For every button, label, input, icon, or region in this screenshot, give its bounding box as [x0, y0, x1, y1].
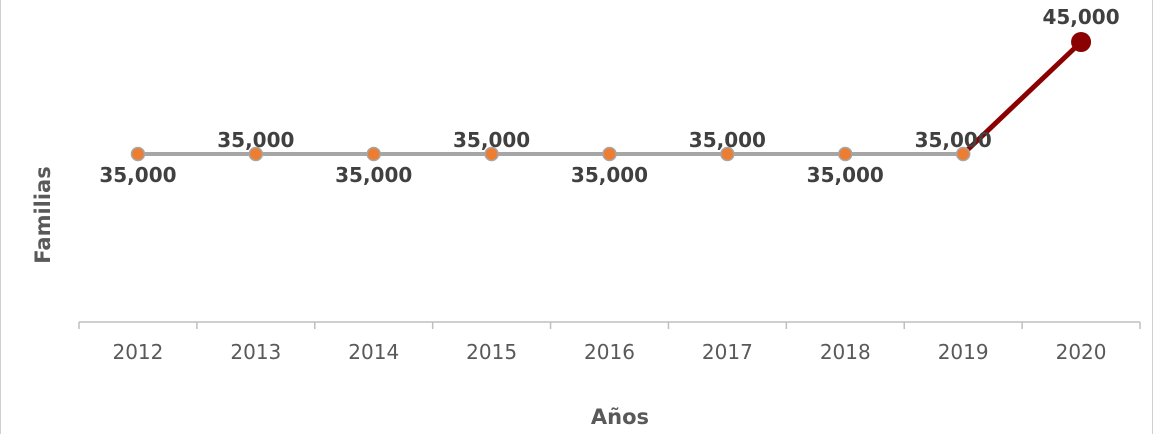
x-axis-title: Años — [591, 405, 649, 429]
data-label: 35,000 — [571, 163, 648, 187]
x-tick-label: 2017 — [702, 340, 753, 364]
series-markers — [130, 32, 1092, 162]
x-tick-label: 2020 — [1056, 340, 1107, 364]
x-tick-label: 2013 — [230, 340, 281, 364]
x-tick-label: 2016 — [584, 340, 635, 364]
x-tick-label: 2014 — [348, 340, 399, 364]
x-tick-label: 2012 — [112, 340, 163, 364]
data-point — [366, 146, 381, 162]
series-lines — [137, 39, 1084, 157]
x-tick-label: 2019 — [938, 340, 989, 364]
data-label: 35,000 — [689, 128, 766, 152]
data-point — [720, 146, 735, 162]
data-label: 35,000 — [915, 128, 992, 152]
data-label: 35,000 — [335, 163, 412, 187]
data-label: 35,000 — [217, 128, 294, 152]
data-point-highlight — [1071, 32, 1092, 52]
x-axis-tick-labels: 2012 2013 2014 2015 2016 2017 2018 2019 2020 — [112, 340, 1106, 364]
data-point — [955, 146, 971, 162]
data-labels: 35,000 35,000 35,000 35,000 35,000 35,000 35,0… — [99, 5, 1119, 187]
x-tick-label: 2018 — [820, 340, 871, 364]
data-point — [248, 146, 264, 162]
data-point — [484, 146, 499, 162]
data-label: 35,000 — [453, 128, 530, 152]
y-axis-title: Familias — [31, 166, 55, 263]
data-point — [602, 146, 617, 162]
x-tick-label: 2015 — [466, 340, 517, 364]
data-label: 35,000 — [99, 163, 176, 187]
series-line-highlight — [960, 39, 1084, 157]
data-point — [130, 146, 146, 162]
data-label: 45,000 — [1042, 5, 1119, 29]
data-point — [838, 146, 853, 162]
x-axis-ticks — [78, 322, 1141, 329]
data-label: 35,000 — [807, 163, 884, 187]
